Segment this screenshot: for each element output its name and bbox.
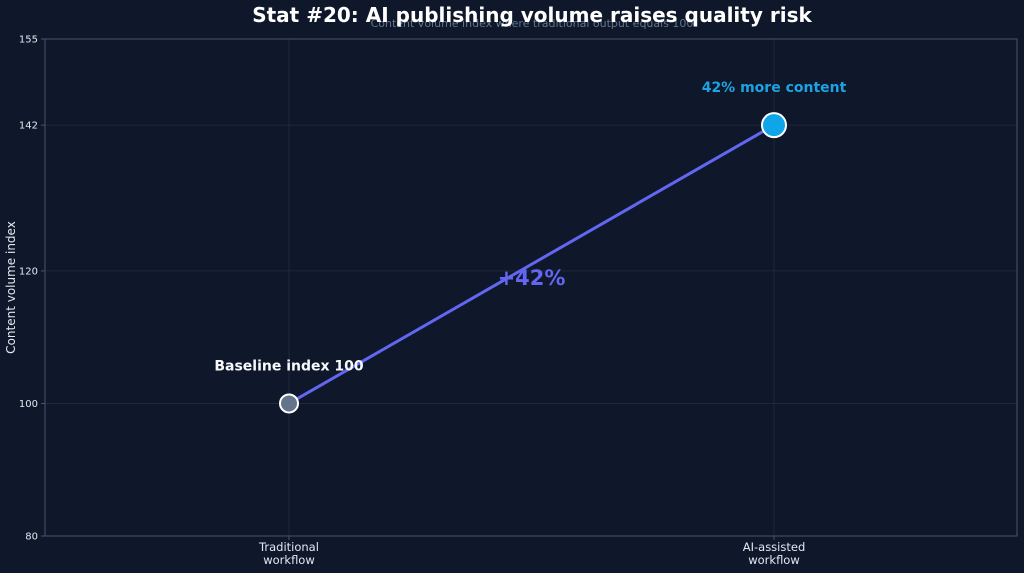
y-axis-label: Content volume index (4, 221, 18, 354)
x-tick-label: workflow (748, 553, 800, 567)
series-line-segment (287, 123, 776, 405)
y-tick-label: 155 (19, 35, 38, 46)
x-tick-label: workflow (263, 553, 315, 567)
chart-subtitle: Content volume index where traditional o… (371, 17, 694, 30)
ai-point (761, 112, 787, 139)
x-tick-label: Traditional (258, 540, 319, 554)
delta-annotation: +42% (498, 266, 566, 290)
series-line (279, 112, 787, 414)
y-axis-ticks: 80 100 120 142 155 (19, 35, 45, 543)
plot-frame (44, 38, 1018, 537)
y-tick-label: 142 (19, 121, 38, 132)
baseline-point (279, 393, 299, 414)
baseline-annotation: Baseline index 100 (214, 358, 364, 374)
ai-annotation: 42% more content (702, 80, 847, 96)
y-tick-label: 100 (19, 399, 38, 410)
x-tick-label: AI-assisted (743, 540, 806, 554)
y-tick-label: 120 (19, 266, 38, 277)
chart-title: Stat #20: AI publishing volume raises qu… (252, 3, 812, 27)
y-tick-label: 80 (25, 532, 38, 543)
